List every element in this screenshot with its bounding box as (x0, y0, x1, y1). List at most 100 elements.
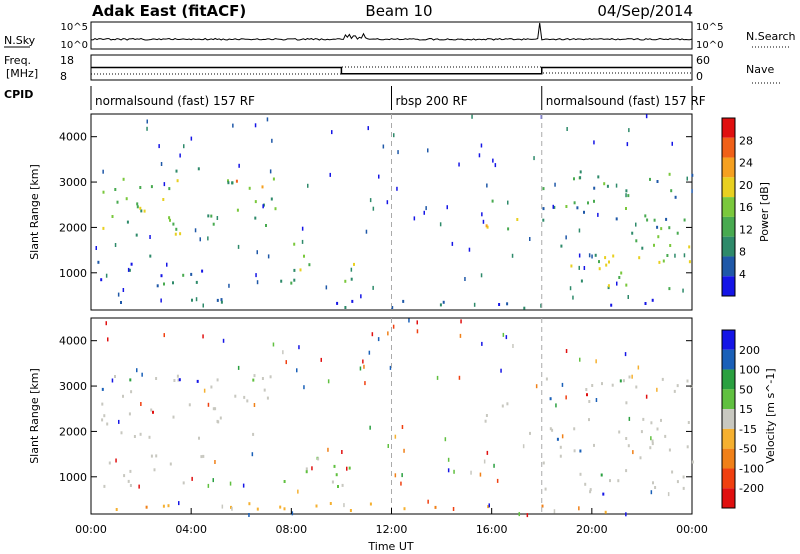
range-cell (396, 186, 398, 191)
range-cell (691, 173, 694, 177)
range-cell (103, 414, 106, 418)
range-cell (138, 484, 140, 489)
range-cell (589, 488, 592, 492)
range-cell (263, 388, 266, 392)
range-cell (212, 478, 214, 483)
colorbar-cell (722, 177, 735, 198)
range-cell (261, 377, 264, 380)
range-cell (541, 504, 544, 508)
range-cell (644, 302, 647, 305)
range-cell (654, 486, 657, 489)
power-ylabel: Slant Range [km] (28, 164, 41, 260)
range-cell (127, 267, 130, 272)
range-cell (569, 286, 572, 291)
range-cell (686, 176, 688, 181)
range-cell (482, 219, 485, 224)
range-cell (661, 377, 664, 381)
range-cell (507, 200, 509, 205)
range-cell (656, 225, 659, 229)
range-cell (506, 402, 509, 406)
colorbar-cell (722, 157, 735, 178)
range-cell (172, 222, 175, 226)
range-cell (115, 508, 118, 511)
range-cell (237, 365, 240, 370)
range-cell (243, 395, 246, 399)
range-cell (615, 183, 618, 188)
range-cell (100, 278, 103, 282)
range-cell (416, 329, 419, 334)
range-cell (625, 207, 627, 210)
range-cell (251, 452, 254, 457)
range-cell (297, 489, 299, 494)
range-cell (253, 374, 256, 378)
range-cell (222, 338, 225, 343)
range-cell (579, 357, 581, 362)
range-cell (190, 136, 193, 141)
range-cell (516, 218, 519, 221)
range-cell (460, 319, 462, 324)
range-cell (252, 378, 255, 382)
range-cell (136, 368, 138, 373)
range-cell (666, 254, 669, 257)
range-cell (403, 448, 405, 453)
range-cell (605, 263, 608, 267)
range-cell (102, 190, 105, 194)
range-cell (350, 267, 353, 272)
range-cell (628, 416, 631, 421)
range-cell (627, 444, 630, 448)
range-cell (291, 511, 294, 516)
range-cell (606, 184, 609, 188)
range-cell (266, 117, 269, 122)
y-tick-label: 1000 (59, 267, 87, 280)
range-cell (602, 492, 605, 496)
range-cell (118, 419, 120, 424)
range-cell (327, 379, 330, 384)
range-cell (572, 295, 574, 300)
range-cell (230, 505, 232, 509)
range-cell (173, 379, 176, 382)
range-cell (266, 396, 269, 400)
range-cell (285, 360, 287, 365)
range-cell (401, 473, 403, 478)
range-cell (129, 484, 132, 487)
noise-sky-trace (90, 22, 693, 41)
nave-tick-top: 60 (696, 54, 710, 67)
velocity-ylabel: Slant Range [km] (28, 368, 41, 464)
range-cell (686, 445, 689, 449)
range-cell (349, 509, 352, 512)
range-cell (674, 195, 677, 199)
range-cell (393, 133, 395, 138)
range-cell (353, 262, 355, 266)
range-cell (293, 242, 296, 246)
range-cell (631, 231, 634, 235)
range-cell (175, 169, 178, 173)
range-cell (155, 454, 158, 458)
range-cell (645, 114, 648, 119)
range-cell (346, 466, 348, 471)
range-cell (533, 156, 535, 161)
range-cell (179, 232, 182, 236)
range-cell (604, 256, 607, 260)
range-cell (556, 437, 559, 441)
range-cell (565, 395, 567, 400)
range-cell (301, 226, 304, 231)
range-cell (139, 432, 142, 436)
range-cell (600, 473, 603, 477)
range-cell (182, 273, 185, 277)
range-cell (148, 435, 151, 439)
range-cell (135, 233, 138, 237)
range-cell (641, 246, 644, 250)
range-cell (518, 512, 520, 517)
range-cell (221, 504, 224, 509)
range-cell (553, 509, 556, 514)
range-cell (565, 205, 568, 208)
range-cell (341, 450, 343, 454)
range-cell (559, 454, 562, 458)
range-cell (136, 205, 139, 209)
range-cell (638, 256, 641, 260)
range-cell (628, 375, 631, 379)
range-cell (256, 507, 259, 511)
range-cell (446, 205, 448, 210)
range-cell (542, 218, 545, 222)
range-cell (591, 384, 594, 387)
